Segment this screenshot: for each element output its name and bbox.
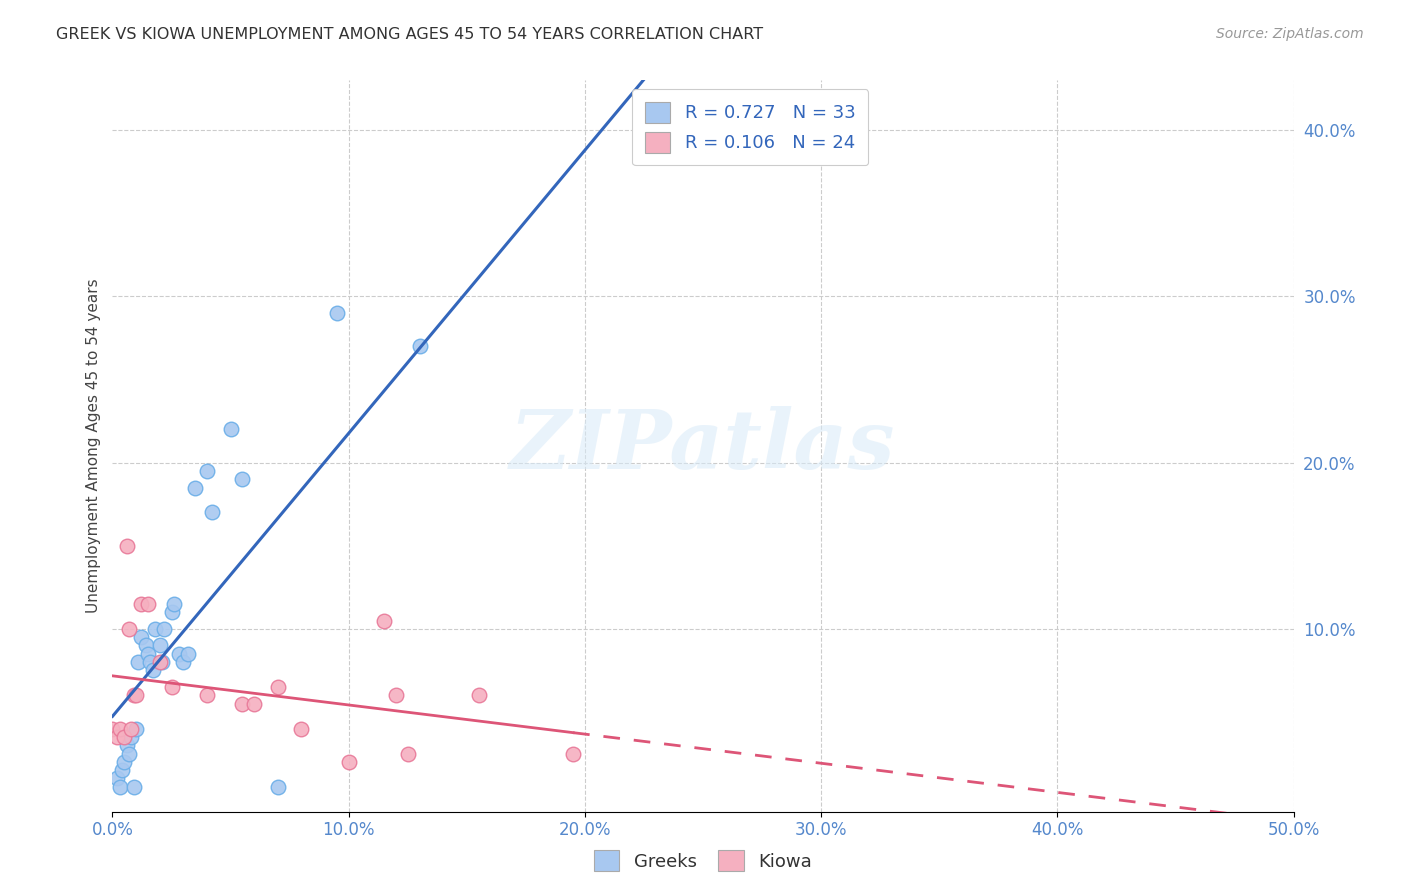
Point bbox=[105, 730, 128, 744]
Point bbox=[172, 655, 194, 669]
Point bbox=[105, 772, 128, 786]
Point bbox=[153, 622, 176, 636]
Point bbox=[150, 655, 173, 669]
Point bbox=[115, 539, 138, 553]
Point bbox=[118, 622, 141, 636]
Point bbox=[118, 747, 141, 761]
Point bbox=[122, 780, 145, 794]
Point bbox=[195, 464, 218, 478]
Point bbox=[136, 647, 159, 661]
Point bbox=[326, 306, 349, 320]
Point bbox=[135, 639, 157, 653]
Point bbox=[115, 738, 138, 752]
Point bbox=[408, 339, 430, 353]
Point bbox=[195, 689, 218, 703]
Point bbox=[143, 622, 166, 636]
Point bbox=[243, 697, 266, 711]
Point bbox=[120, 722, 142, 736]
Point bbox=[122, 689, 145, 703]
Point bbox=[129, 597, 152, 611]
Point bbox=[184, 481, 207, 495]
Point bbox=[467, 689, 489, 703]
Point bbox=[385, 689, 408, 703]
Point bbox=[129, 630, 152, 644]
Point bbox=[290, 722, 312, 736]
Point bbox=[149, 655, 172, 669]
Point bbox=[267, 680, 290, 694]
Point bbox=[139, 655, 162, 669]
Point bbox=[177, 647, 200, 661]
Text: ZIPatlas: ZIPatlas bbox=[510, 406, 896, 486]
Point bbox=[125, 722, 148, 736]
Point bbox=[108, 780, 131, 794]
Point bbox=[337, 755, 360, 769]
Point bbox=[644, 140, 666, 154]
Point bbox=[201, 506, 224, 520]
Point bbox=[136, 597, 159, 611]
Point bbox=[396, 747, 419, 761]
Point bbox=[562, 747, 585, 761]
Legend: R = 0.727   N = 33, R = 0.106   N = 24: R = 0.727 N = 33, R = 0.106 N = 24 bbox=[633, 89, 868, 165]
Point bbox=[219, 422, 242, 436]
Point bbox=[112, 755, 135, 769]
Point bbox=[160, 680, 183, 694]
Point bbox=[112, 730, 135, 744]
Point bbox=[231, 472, 253, 486]
Point bbox=[120, 730, 142, 744]
Point bbox=[267, 780, 290, 794]
Point bbox=[149, 639, 172, 653]
Point bbox=[373, 614, 395, 628]
Legend: Greeks, Kiowa: Greeks, Kiowa bbox=[586, 843, 820, 879]
Point bbox=[127, 655, 149, 669]
Point bbox=[231, 697, 253, 711]
Point bbox=[125, 689, 148, 703]
Y-axis label: Unemployment Among Ages 45 to 54 years: Unemployment Among Ages 45 to 54 years bbox=[86, 278, 101, 614]
Point bbox=[163, 597, 186, 611]
Point bbox=[167, 647, 190, 661]
Point bbox=[160, 605, 183, 619]
Point bbox=[111, 763, 134, 777]
Point bbox=[108, 722, 131, 736]
Text: GREEK VS KIOWA UNEMPLOYMENT AMONG AGES 45 TO 54 YEARS CORRELATION CHART: GREEK VS KIOWA UNEMPLOYMENT AMONG AGES 4… bbox=[56, 27, 763, 42]
Point bbox=[101, 722, 124, 736]
Point bbox=[142, 664, 165, 678]
Text: Source: ZipAtlas.com: Source: ZipAtlas.com bbox=[1216, 27, 1364, 41]
